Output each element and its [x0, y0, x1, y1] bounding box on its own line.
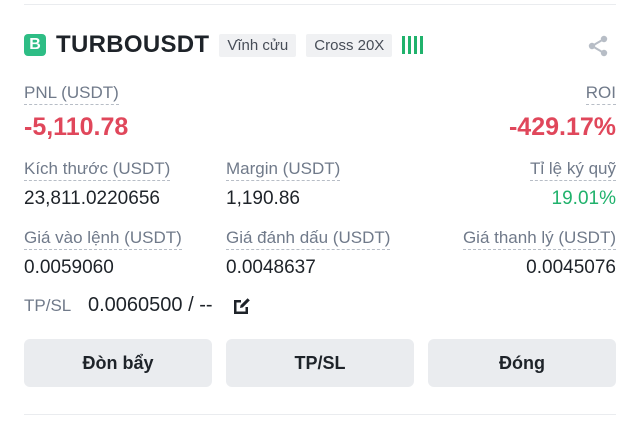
tpsl-label: TP/SL [24, 296, 72, 315]
margin-ratio-label[interactable]: Tỉ lệ ký quỹ [530, 158, 616, 181]
entry-price-value: 0.0059060 [24, 257, 114, 278]
brand-badge: B [24, 34, 46, 56]
tpsl-button[interactable]: TP/SL [226, 339, 414, 387]
pnl-value: -5,110.78 [24, 113, 129, 141]
share-icon[interactable] [586, 34, 610, 58]
edit-icon[interactable] [232, 296, 252, 316]
close-position-button[interactable]: Đóng [428, 339, 616, 387]
entry-price-label[interactable]: Giá vào lệnh (USDT) [24, 227, 182, 250]
margin-mode-tag: Cross 20X [306, 33, 393, 57]
liq-price-label[interactable]: Giá thanh lý (USDT) [462, 227, 616, 250]
margin-label[interactable]: Margin (USDT) [226, 158, 341, 181]
pnl-label[interactable]: PNL (USDT) [24, 82, 119, 105]
symbol-title: TURBOUSDT [56, 31, 210, 58]
bottom-divider [24, 414, 616, 415]
mark-price-label[interactable]: Giá đánh dấu (USDT) [226, 227, 391, 250]
position-header: B TURBOUSDT Vĩnh cửu Cross 20X [24, 28, 616, 62]
contract-type-tag: Vĩnh cửu [219, 33, 297, 57]
leverage-button[interactable]: Đòn bẩy [24, 339, 212, 387]
signal-bars-icon [402, 36, 424, 54]
liq-price-value: 0.0045076 [526, 257, 616, 278]
roi-label[interactable]: ROI [585, 82, 616, 105]
mark-price-value: 0.0048637 [226, 257, 316, 278]
margin-value: 1,190.86 [226, 188, 300, 209]
size-value: 23,811.0220656 [24, 188, 160, 209]
margin-ratio-value: 19.01% [551, 188, 616, 209]
size-label[interactable]: Kích thước (USDT) [24, 158, 171, 181]
tpsl-value: 0.0060500 / -- [88, 294, 213, 316]
roi-value: -429.17% [508, 113, 616, 141]
top-divider [24, 4, 616, 5]
